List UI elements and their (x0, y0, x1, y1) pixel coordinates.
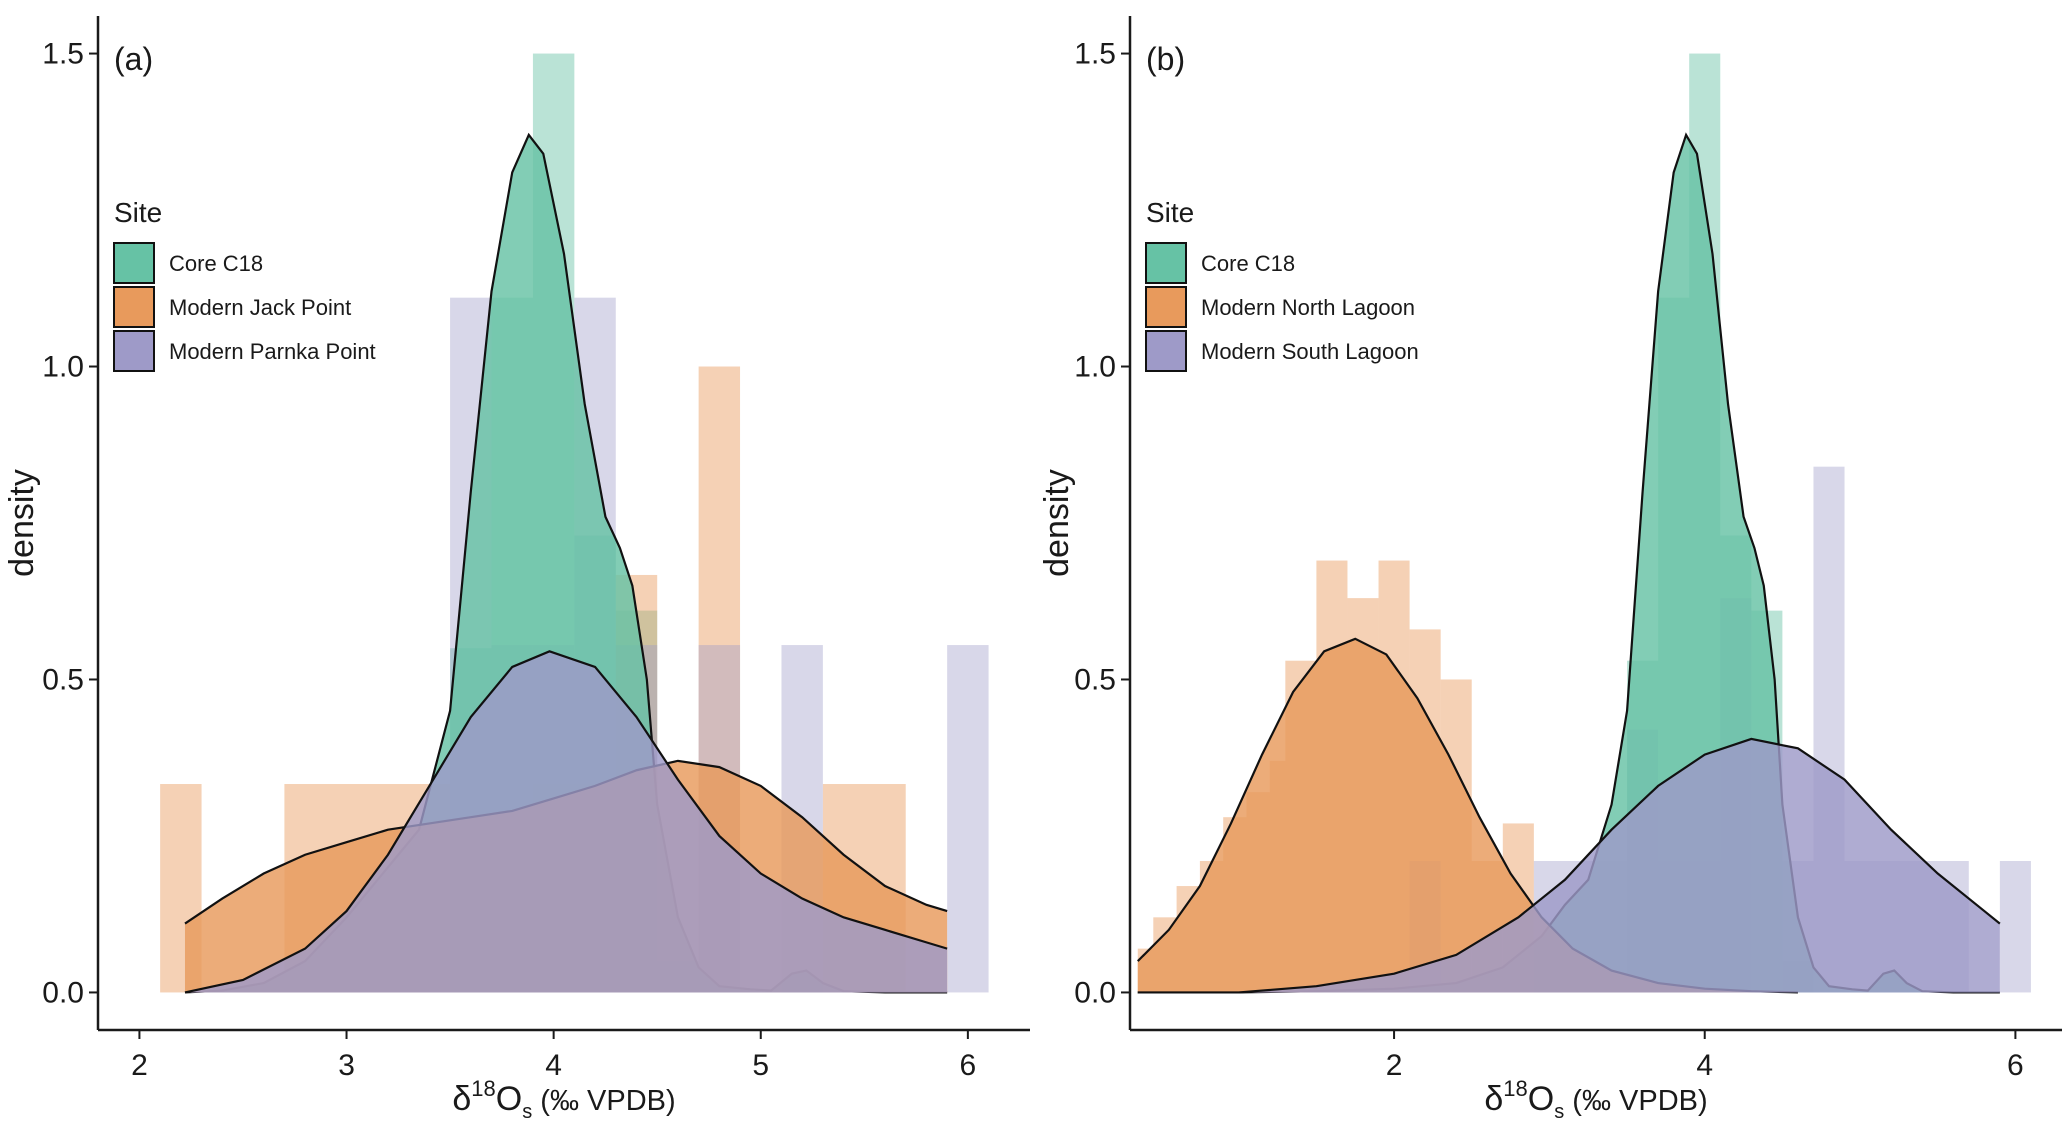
x-tick-label: 6 (2007, 1049, 2024, 1082)
density-area-0 (184, 134, 948, 993)
panel-a: 0.0 0.5 1.0 1.5 2 3 4 5 6 δ18Os (‰ VPDB) density (a… (3, 16, 1030, 1123)
y-axis-title: density (3, 469, 41, 577)
panel-b: 0.0 0.5 1.0 1.5 2 4 6 δ18Os (‰ VPDB) density (b) S… (1038, 16, 2062, 1123)
x-tick-label: 4 (545, 1049, 562, 1082)
legend: Site Core C18 Modern North Lagoon Modern So… (1145, 197, 1419, 372)
legend-label-2: Modern South Lagoon (1201, 339, 1419, 364)
legend-title: Site (114, 197, 162, 228)
y-tick-label: 0.5 (42, 663, 84, 696)
legend-key-1 (1145, 286, 1187, 328)
legend-label-0: Core C18 (169, 251, 263, 276)
y-tick-label: 1.0 (1074, 351, 1116, 384)
legend-label-2: Modern Parnka Point (169, 339, 376, 364)
y-tick-label: 0.0 (42, 976, 84, 1009)
legend-key-0 (1145, 242, 1187, 284)
x-tick-label: 3 (338, 1049, 355, 1082)
x-tick-label: 2 (131, 1049, 148, 1082)
legend-label-1: Modern Jack Point (169, 295, 351, 320)
x-tick-label: 2 (1386, 1049, 1403, 1082)
y-tick-label: 1.0 (42, 351, 84, 384)
legend: Site Core C18 Modern Jack Point Modern Parn… (113, 197, 376, 372)
density-area-2 (184, 651, 948, 993)
x-tick-label: 4 (1696, 1049, 1713, 1082)
legend-key-1 (113, 286, 155, 328)
x-axis-title: δ18Os (‰ VPDB) (452, 1076, 675, 1123)
density-area-1 (1137, 638, 1798, 993)
y-axis-title: density (1038, 469, 1076, 577)
density-line-2 (184, 650, 948, 994)
panel-label: (b) (1146, 41, 1185, 77)
density-line-2 (1137, 737, 2001, 994)
legend-key-2 (113, 330, 155, 372)
density-area-2 (1137, 738, 2000, 993)
panel-label: (a) (114, 41, 153, 77)
x-tick-label: 5 (752, 1049, 769, 1082)
y-tick-label: 0.5 (1074, 663, 1116, 696)
legend-label-0: Core C18 (1201, 251, 1295, 276)
legend-key-0 (113, 242, 155, 284)
hist-bar (947, 645, 989, 993)
legend-key-2 (1145, 330, 1187, 372)
y-tick-label: 1.5 (1074, 38, 1116, 71)
x-axis-title: δ18Os (‰ VPDB) (1484, 1076, 1707, 1123)
legend-label-1: Modern North Lagoon (1201, 295, 1415, 320)
y-tick-label: 0.0 (1074, 976, 1116, 1009)
legend-title: Site (1146, 197, 1194, 228)
y-tick-label: 1.5 (42, 38, 84, 71)
x-tick-label: 6 (960, 1049, 977, 1082)
hist-bar (1999, 861, 2031, 993)
